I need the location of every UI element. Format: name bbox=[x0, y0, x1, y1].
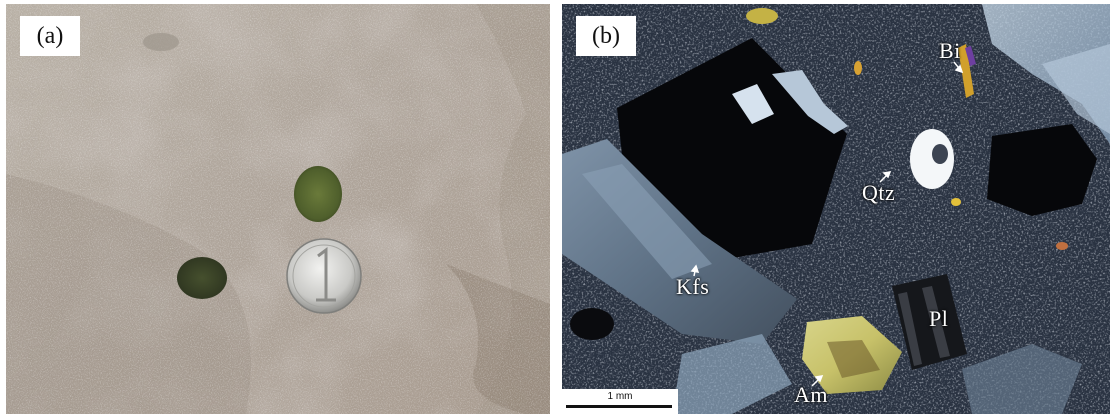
panel-a-hand-specimen: (a) bbox=[6, 4, 550, 414]
thin-section-micrograph bbox=[562, 4, 1110, 414]
panel-label-a: (a) bbox=[20, 16, 80, 56]
mineral-label-biotite: Bi bbox=[939, 38, 961, 63]
hand-specimen-photo bbox=[6, 4, 550, 414]
scale-bar-line bbox=[566, 405, 672, 408]
mineral-label-plagioclase: Pl bbox=[929, 306, 949, 331]
mineral-label-quartz: Qtz bbox=[862, 180, 896, 205]
scale-bar-label: 1 mm bbox=[607, 391, 633, 402]
mineral-label-k-feldspar: Kfs bbox=[676, 274, 710, 299]
panel-label-b: (b) bbox=[576, 16, 636, 56]
panel-b-micrograph: (b) Bi Qtz Kfs Pl Am 1 mm bbox=[562, 4, 1110, 414]
mineral-label-amphibole: Am bbox=[794, 382, 828, 407]
scale-bar: 1 mm bbox=[562, 389, 678, 414]
